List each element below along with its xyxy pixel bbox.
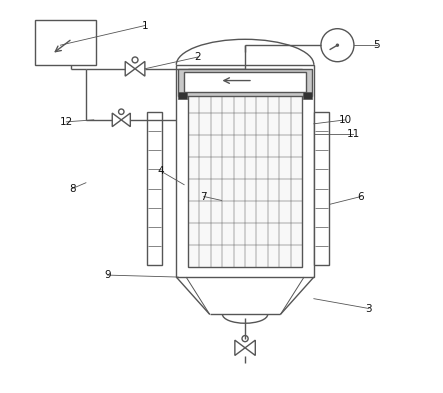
Text: 7: 7 bbox=[201, 191, 207, 202]
Text: 9: 9 bbox=[104, 270, 111, 280]
Bar bbox=[184, 72, 306, 92]
Text: 12: 12 bbox=[60, 117, 73, 127]
Text: 1: 1 bbox=[142, 20, 148, 31]
Text: 11: 11 bbox=[346, 129, 360, 139]
Text: 6: 6 bbox=[358, 191, 364, 202]
Bar bbox=[178, 69, 312, 96]
Bar bbox=[188, 69, 302, 267]
Bar bbox=[176, 65, 314, 277]
Bar bbox=[314, 112, 329, 265]
Bar bbox=[303, 92, 312, 99]
Text: 8: 8 bbox=[69, 184, 75, 194]
Text: 3: 3 bbox=[365, 303, 372, 314]
Text: 4: 4 bbox=[157, 166, 164, 176]
Text: 5: 5 bbox=[373, 40, 380, 50]
Circle shape bbox=[336, 44, 338, 46]
Bar bbox=[178, 92, 187, 99]
Text: 2: 2 bbox=[194, 52, 201, 62]
Bar bbox=[147, 112, 162, 265]
Bar bbox=[35, 20, 96, 65]
Text: 10: 10 bbox=[339, 115, 352, 125]
